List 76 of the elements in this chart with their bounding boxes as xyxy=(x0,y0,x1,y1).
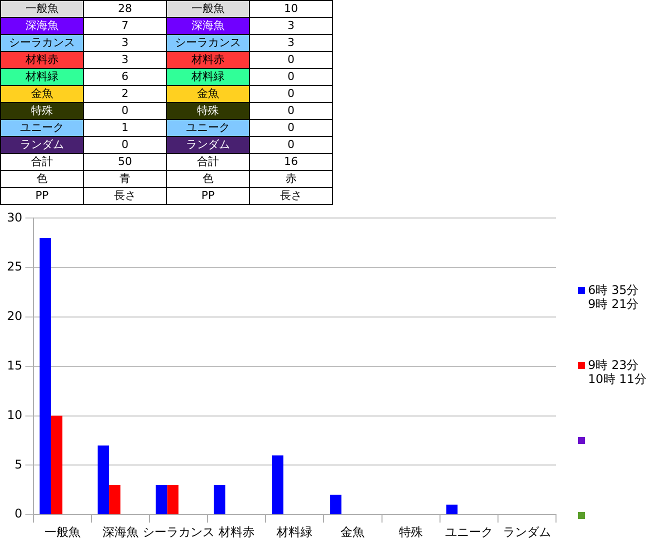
bar xyxy=(446,504,458,514)
text: PP xyxy=(166,188,250,204)
text: 材料緑 xyxy=(0,68,84,86)
text: PP xyxy=(0,188,84,204)
y-tick-label: 10 xyxy=(6,408,22,422)
text: 色 xyxy=(166,170,250,188)
x-tick-label: ランダム xyxy=(502,524,551,539)
text: 0 xyxy=(250,68,332,86)
text: 0 xyxy=(250,136,332,154)
text: シーラカンス xyxy=(166,34,250,52)
text: 7 xyxy=(84,18,166,34)
text: 青 xyxy=(84,170,166,188)
text: 0 xyxy=(250,102,332,120)
bar xyxy=(272,455,284,514)
text: 0 xyxy=(250,120,332,136)
text: ユニーク xyxy=(0,120,84,136)
text: 金魚 xyxy=(166,86,250,102)
text: 材料赤 xyxy=(166,52,250,68)
bar xyxy=(167,484,178,514)
y-tick-label: 15 xyxy=(6,358,22,373)
text: 28 xyxy=(84,0,166,18)
text: 一般魚 xyxy=(0,0,84,18)
bar xyxy=(156,484,168,514)
y-tick-label: 20 xyxy=(6,309,22,324)
text: 1 xyxy=(84,120,166,136)
bar xyxy=(50,416,62,514)
text: ユニーク xyxy=(166,120,250,136)
text: 特殊 xyxy=(0,102,84,120)
bar xyxy=(98,445,110,514)
bar xyxy=(40,238,51,514)
y-tick-label: 0 xyxy=(14,506,22,521)
text: 特殊 xyxy=(166,102,250,120)
legend-label: 6時 35分 9時 21分 xyxy=(588,283,639,311)
x-tick-label: 材料赤 xyxy=(218,524,255,539)
text: 合計 xyxy=(0,154,84,170)
legend-label: 9時 23分 10時 11分 xyxy=(588,358,646,386)
text: 0 xyxy=(84,136,166,154)
text: 0 xyxy=(84,102,166,120)
text: シーラカンス xyxy=(0,34,84,52)
text: 3 xyxy=(250,18,332,34)
bar xyxy=(330,494,342,514)
text: 3 xyxy=(84,34,166,52)
text: 深海魚 xyxy=(0,18,84,34)
text: 材料赤 xyxy=(0,52,84,68)
text: 3 xyxy=(250,34,332,52)
text: 材料緑 xyxy=(166,68,250,86)
y-tick-label: 25 xyxy=(6,260,22,274)
x-tick-label: 深海魚 xyxy=(102,524,138,539)
bar xyxy=(109,484,120,514)
text: ランダム xyxy=(0,136,84,154)
x-tick-label: シーラカンス xyxy=(142,524,214,539)
text: 深海魚 xyxy=(166,18,250,34)
text: 合計 xyxy=(166,154,250,170)
text: 長さ xyxy=(250,188,332,204)
text: 0 xyxy=(250,86,332,102)
text: 金魚 xyxy=(0,86,84,102)
text: ランダム xyxy=(166,136,250,154)
y-tick-label: 30 xyxy=(6,210,22,224)
text: 10 xyxy=(250,0,332,18)
text: 長さ xyxy=(84,188,166,204)
x-tick-label: 材料緑 xyxy=(276,524,313,539)
text: 一般魚 xyxy=(166,0,250,18)
x-tick-label: 金魚 xyxy=(340,524,365,539)
bar xyxy=(214,484,226,514)
text: 赤 xyxy=(250,170,332,188)
text: 6 xyxy=(84,68,166,86)
text: 色 xyxy=(0,170,84,188)
text: 16 xyxy=(250,154,332,170)
x-tick-label: 一般魚 xyxy=(44,524,80,539)
text: 2 xyxy=(84,86,166,102)
y-tick-label: 5 xyxy=(14,457,22,472)
text: 50 xyxy=(84,154,166,170)
text: 3 xyxy=(84,52,166,68)
x-tick-label: 特殊 xyxy=(398,524,423,539)
text: 0 xyxy=(250,52,332,68)
x-tick-label: ユニーク xyxy=(444,524,493,539)
